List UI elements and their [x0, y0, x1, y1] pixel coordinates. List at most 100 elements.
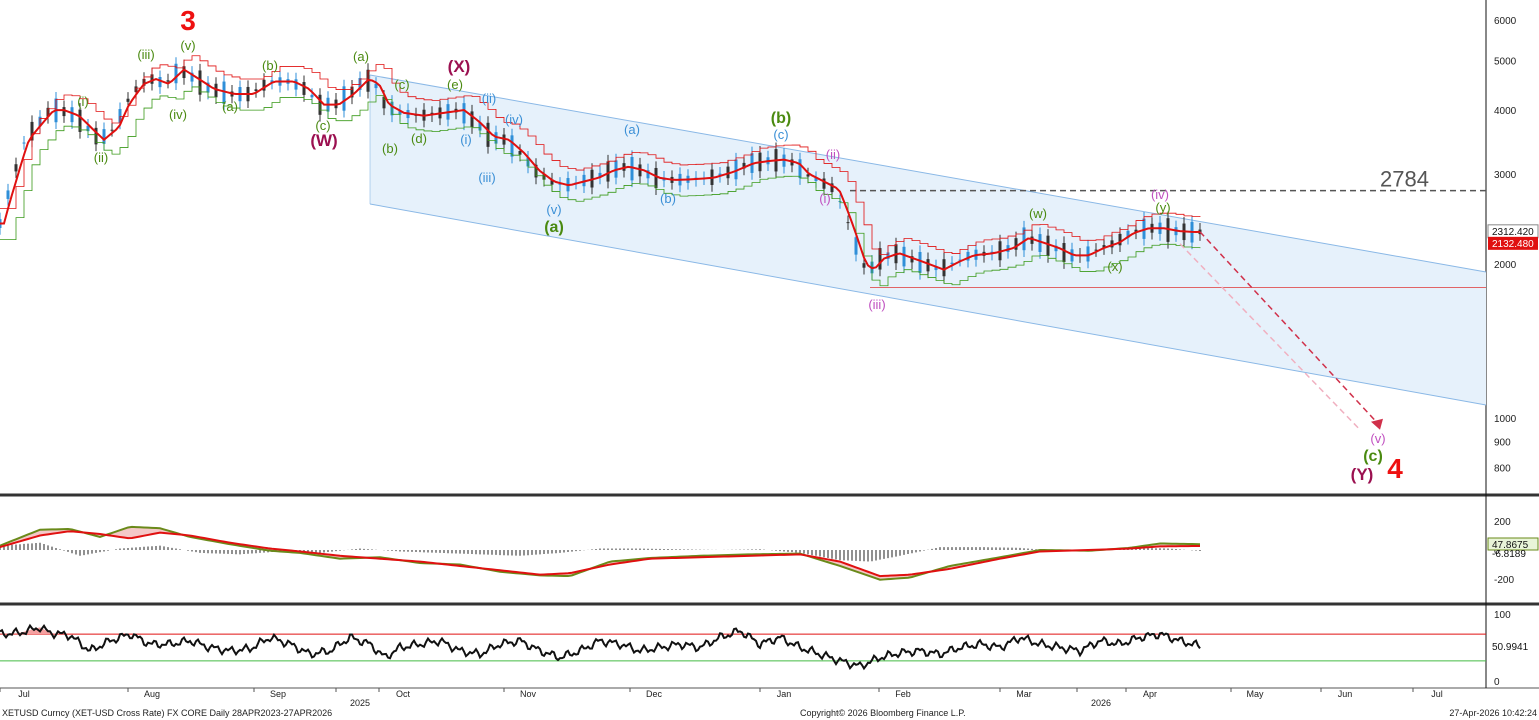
price-candle-body — [814, 177, 818, 181]
resistance-label: 2784 — [1380, 167, 1429, 192]
price-candle-body — [830, 183, 834, 193]
price-candle-body — [214, 83, 218, 98]
price-candle-body — [6, 190, 10, 199]
time-axis-label: 2025 — [350, 698, 370, 708]
price-candle-body — [1118, 233, 1122, 246]
price-candle-body — [910, 256, 914, 263]
wave-label: (d) — [411, 131, 427, 146]
price-candle-body — [558, 183, 562, 185]
price-candle-body — [222, 81, 226, 104]
price-candle-body — [1094, 249, 1098, 251]
price-candle-body — [254, 89, 258, 92]
rsi-overbought-fill — [0, 627, 60, 635]
price-candle-body — [734, 159, 738, 180]
wave-label: (i) — [819, 191, 831, 206]
wave-label: (iii) — [137, 47, 154, 62]
macd-axis-tick: 0 — [1494, 546, 1500, 557]
price-candle-body — [110, 129, 114, 131]
price-candle-body — [166, 80, 170, 82]
wave-label: (i) — [77, 94, 89, 109]
wave-label: (b) — [771, 110, 791, 127]
price-candle-body — [478, 122, 482, 131]
projection-arrowhead-dark — [1371, 418, 1383, 430]
price-axis-tick: 6000 — [1494, 16, 1517, 27]
wave-label: (a) — [544, 219, 564, 236]
macd-fill-area — [0, 526, 1200, 580]
wave-label: (c) — [1363, 448, 1383, 465]
price-candle-body — [262, 79, 266, 91]
time-axis-label: Jul — [1431, 689, 1443, 699]
wave-label: (b) — [660, 191, 676, 206]
time-axis-label: Feb — [895, 689, 911, 699]
price-candle-body — [726, 166, 730, 179]
macd-fast-line — [0, 530, 1201, 578]
footer-bar: XETUSD Curncy (XET-USD Cross Rate) FX CO… — [0, 708, 1539, 720]
time-axis-label: May — [1246, 689, 1264, 699]
rsi-axis-tick: 0 — [1494, 677, 1500, 688]
price-candle-body — [1062, 242, 1066, 263]
indicator-value-tag-box — [1488, 236, 1538, 250]
wave-label: (iv) — [1151, 187, 1169, 202]
wave-label: (v) — [180, 38, 195, 53]
price-candle-body — [926, 259, 930, 272]
wave-label: (b) — [262, 58, 278, 73]
wave-label: (Y) — [1351, 465, 1374, 484]
price-candle-body — [118, 109, 122, 123]
price-candle-body — [294, 79, 298, 90]
time-axis-label: Apr — [1143, 689, 1157, 699]
wave-label: (a) — [353, 49, 369, 64]
time-axis-label: Mar — [1016, 689, 1032, 699]
price-candle-body — [302, 82, 306, 95]
wave-label: (v) — [1370, 431, 1385, 446]
price-candle-body — [1166, 218, 1170, 242]
wave-label: (W) — [310, 131, 337, 150]
downtrend-channel-fill — [370, 75, 1486, 405]
price-candle-body — [1022, 227, 1026, 251]
wave-label: (c) — [315, 118, 330, 133]
wave-label: (w) — [1029, 206, 1047, 221]
macd-axis-tick: -200 — [1494, 575, 1514, 586]
upper-step-line — [0, 55, 1201, 256]
price-candle-body — [878, 248, 882, 270]
wave-label: (a) — [624, 122, 640, 137]
wave-label: (a) — [222, 99, 238, 114]
price-axis-tick: 5000 — [1494, 56, 1517, 67]
price-candle-body — [654, 167, 658, 189]
price-candle-body — [102, 129, 106, 144]
price-moving-average — [0, 68, 1201, 271]
macd-slow-line — [0, 525, 1201, 581]
price-candle-body — [190, 72, 194, 82]
price-candle-body — [350, 86, 354, 98]
price-candle-body — [342, 86, 346, 111]
time-axis-label: 2026 — [1091, 698, 1111, 708]
price-candle-body — [382, 96, 386, 109]
price-candle-body — [470, 111, 474, 128]
wave-label: (iv) — [505, 112, 523, 127]
rsi-value-tag-box — [1488, 640, 1538, 653]
price-candle-body — [310, 94, 314, 98]
wave-label: (i) — [460, 132, 472, 147]
price-candle-body — [62, 107, 66, 117]
price-candle-body — [934, 266, 938, 271]
wave-label: (b) — [382, 141, 398, 156]
price-candle-body — [942, 259, 946, 277]
price-candle-body — [126, 98, 130, 102]
price-candle-body — [206, 82, 210, 93]
price-candle-body — [198, 70, 202, 95]
current-price-tag: 2312.420 — [1492, 227, 1534, 238]
time-axis-label: Jan — [777, 689, 792, 699]
price-candle-body — [1014, 238, 1018, 250]
price-candle-body — [718, 173, 722, 176]
channel-lower-line — [369, 203, 1487, 406]
wave-label: (X) — [448, 57, 471, 76]
price-axis-tick: 3000 — [1494, 170, 1517, 181]
price-candle-body — [806, 174, 810, 177]
price-candle-body — [30, 121, 34, 141]
price-candle-body — [902, 246, 906, 267]
price-candle-body — [1070, 249, 1074, 262]
price-axis-tick: 2000 — [1494, 260, 1517, 271]
price-candle-body — [854, 237, 858, 255]
wave-label: (x) — [1107, 259, 1122, 274]
price-candle-body — [270, 80, 274, 83]
